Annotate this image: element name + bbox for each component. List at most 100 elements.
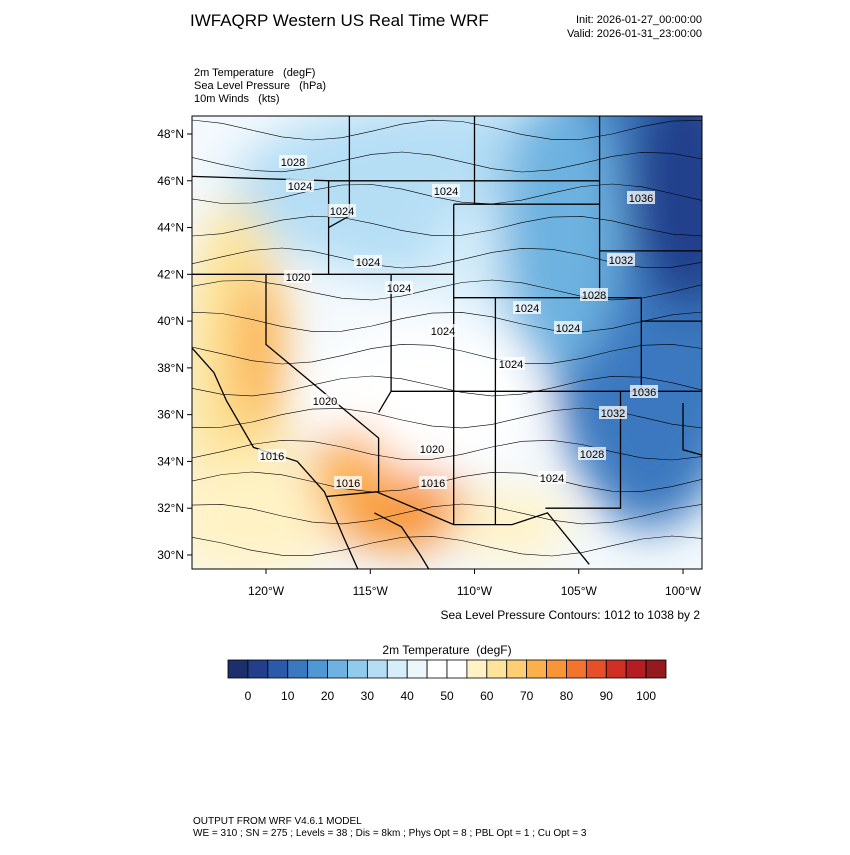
border (192, 175, 600, 182)
contour-label: 1024 (499, 359, 523, 371)
contour-label-bg (258, 449, 286, 462)
contour-label: 1024 (540, 473, 564, 485)
colorbar-tick-label: 100 (636, 689, 656, 703)
colorbar-swatch (426, 659, 448, 679)
contour-label-bg (607, 253, 635, 266)
lon-tick-label: 120°W (248, 584, 285, 598)
lat-tick-label: 32°N (157, 501, 184, 515)
colorbar-swatch (566, 659, 587, 679)
contour-label: 1024 (434, 186, 458, 198)
isobar (192, 343, 702, 365)
contour-label: 1024 (288, 181, 312, 193)
isobar (192, 439, 702, 461)
isobar (192, 119, 702, 141)
lat-tick-label: 36°N (157, 408, 184, 422)
contour-label-bg (418, 442, 446, 455)
contour-label: 1028 (582, 290, 606, 302)
colorbar-title: 2m Temperature (degF) (382, 643, 511, 657)
contour-label-bg (599, 406, 627, 419)
contour-label-bg (432, 184, 460, 197)
isobar (192, 535, 702, 557)
contour-label: 1020 (420, 444, 444, 456)
contour-label: 1024 (356, 257, 380, 269)
field-label: Sea Level Pressure (hPa) (194, 80, 326, 92)
contour-label: 1028 (580, 449, 604, 461)
contour-label-bg (630, 385, 658, 398)
contour-label: 1024 (556, 323, 580, 335)
contour-label: 1016 (260, 451, 284, 463)
contour-label: 1032 (609, 255, 633, 267)
colorbar-swatch (347, 659, 368, 679)
contour-label-bg (497, 357, 525, 370)
isobar (192, 215, 702, 237)
colorbar-swatch (645, 659, 667, 679)
colorbar-swatch (605, 659, 627, 679)
colorbar-tick-label: 70 (520, 689, 534, 703)
lat-tick-label: 38°N (157, 361, 184, 375)
contour-label: 1024 (515, 303, 539, 315)
border (374, 512, 430, 569)
contour-label-bg (554, 321, 582, 334)
colorbar-tick-label: 20 (321, 689, 335, 703)
contour-label-bg (311, 394, 339, 407)
border (682, 403, 702, 456)
colorbar-swatch (585, 659, 607, 679)
contour-label: 1020 (313, 396, 337, 408)
contour-label-bg (538, 471, 566, 484)
colorbar-swatch (307, 659, 328, 679)
field-label: 10m Winds (kts) (194, 93, 280, 105)
contour-label: 1036 (632, 387, 656, 399)
contour-label-bg (578, 447, 606, 460)
colorbar-tick-label: 90 (600, 689, 614, 703)
isobar (192, 375, 702, 397)
contour-label-bg (286, 179, 314, 192)
lat-tick-label: 48°N (157, 127, 184, 141)
contour-label-bg (513, 301, 541, 314)
lat-tick-label: 30°N (157, 548, 184, 562)
colorbar-tick-label: 10 (281, 689, 295, 703)
lat-tick-label: 34°N (157, 454, 184, 468)
colorbar-tick-label: 50 (440, 689, 454, 703)
colorbar-swatch (526, 659, 547, 679)
isobar (192, 151, 702, 173)
colorbar-swatch (406, 659, 428, 679)
init-time: Init: 2026-01-27_00:00:00 (576, 14, 702, 26)
contour-label-bg (354, 255, 382, 268)
colorbar-swatch (327, 659, 348, 679)
contour-label-bg (419, 476, 447, 489)
colorbar-swatch (287, 659, 309, 679)
lat-tick-label: 40°N (157, 314, 184, 328)
footer-line: WE = 310 ; SN = 275 ; Levels = 38 ; Dis … (193, 828, 587, 839)
contour-label-bg (385, 281, 413, 294)
contour-label-bg (279, 155, 307, 168)
valid-time: Valid: 2026-01-31_23:00:00 (567, 28, 702, 40)
colorbar-tick-label: 30 (361, 689, 375, 703)
lat-tick-label: 42°N (157, 267, 184, 281)
colorbar-swatch (546, 659, 567, 679)
contour-label: 1024 (431, 326, 455, 338)
title: IWFAQRP Western US Real Time WRF (190, 11, 489, 30)
border (326, 491, 590, 565)
colorbar-swatch (625, 659, 647, 679)
colorbar-tick-label: 0 (245, 689, 252, 703)
contour-label-bg (580, 288, 608, 301)
colorbar-swatch (366, 659, 388, 679)
isobar (192, 311, 702, 333)
colorbar-swatch (227, 659, 249, 679)
colorbar-tick-label: 40 (401, 689, 415, 703)
colorbar-swatch (386, 659, 408, 679)
contour-label: 1020 (286, 272, 310, 284)
contour-label-bg (284, 270, 312, 283)
border (265, 274, 380, 492)
colorbar-swatch (486, 659, 508, 679)
contour-label-bg (328, 204, 356, 217)
isobar (192, 279, 702, 301)
contour-label: 1024 (387, 283, 411, 295)
contour-label: 1028 (281, 157, 305, 169)
colorbar-swatch (446, 659, 468, 679)
lon-tick-label: 105°W (561, 584, 598, 598)
contour-label: 1036 (629, 193, 653, 205)
contour-label-bg (334, 476, 362, 489)
map-frame (191, 115, 703, 570)
footer-line: OUTPUT FROM WRF V4.6.1 MODEL (193, 816, 362, 827)
